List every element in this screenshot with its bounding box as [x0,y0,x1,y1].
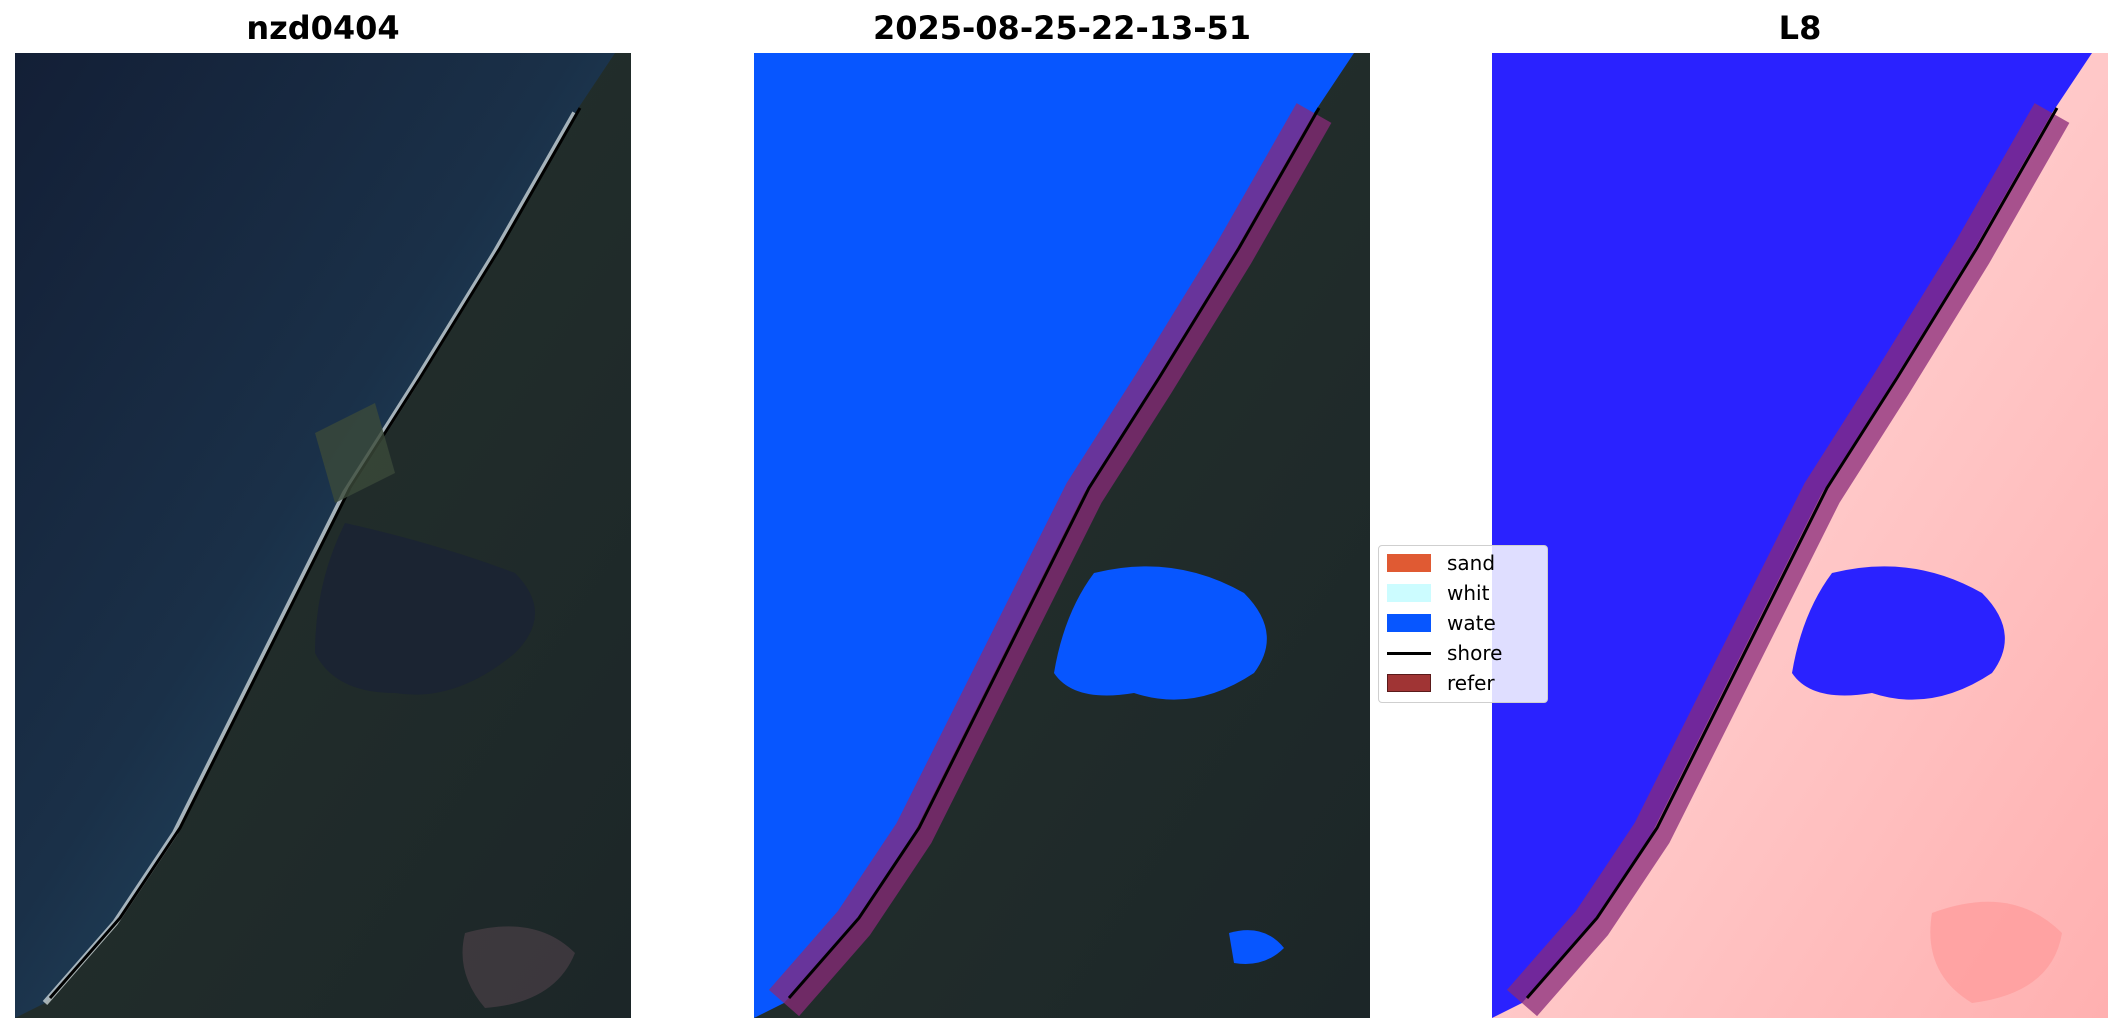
legend: sand whit wate shore refer [1378,545,1548,703]
l8-panel [1492,53,2108,1018]
legend-label-reference: refer [1447,671,1495,695]
legend-label-water: wate [1447,611,1496,635]
legend-swatch-sand [1387,554,1431,572]
panel-title-rgb: nzd0404 [246,9,400,47]
legend-swatch-whitewater [1387,584,1431,602]
classification-panel [754,53,1370,1018]
rgb-image-panel [15,53,631,1018]
classification-image [754,53,1370,1018]
legend-item-water: wate [1387,610,1496,636]
legend-item-whitewater: whit [1387,580,1489,606]
legend-label-shoreline: shore [1447,641,1503,665]
l8-image [1492,53,2108,1018]
panel-title-l8: L8 [1778,9,1822,47]
legend-swatch-reference [1387,674,1431,692]
legend-item-sand: sand [1387,550,1495,576]
legend-swatch-water [1387,614,1431,632]
legend-label-sand: sand [1447,551,1496,575]
panel-title-classification: 2025-08-25-22-13-51 [872,9,1252,47]
rgb-image [15,53,631,1018]
legend-label-whitewater: whit [1447,581,1490,605]
legend-line-shoreline [1387,651,1431,655]
legend-item-reference: refer [1387,670,1495,696]
legend-item-shoreline: shore [1387,640,1502,666]
